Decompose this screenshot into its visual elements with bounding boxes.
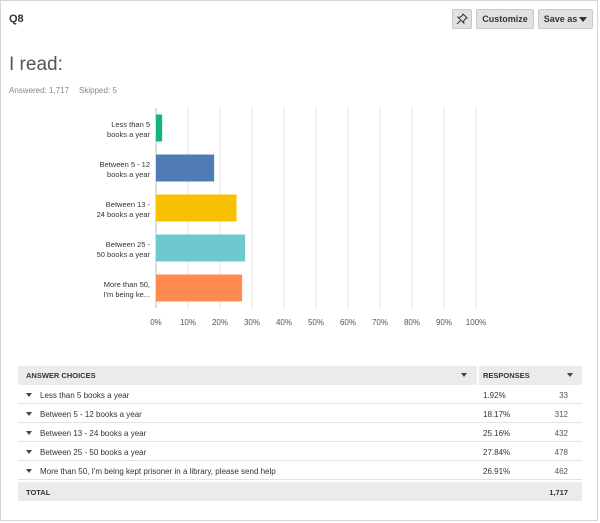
- category-label: Between 5 - 12 books a year: [100, 160, 151, 179]
- x-tick-label: 90%: [436, 318, 452, 327]
- expand-caret-icon[interactable]: [26, 450, 32, 454]
- expand-caret-icon[interactable]: [26, 431, 32, 435]
- row-percent: 1.92%: [483, 391, 506, 400]
- sort-caret-icon[interactable]: [461, 373, 467, 377]
- header-responses: RESPONSES: [483, 371, 530, 380]
- pin-button[interactable]: [452, 9, 472, 29]
- x-tick-label: 40%: [276, 318, 292, 327]
- expand-caret-icon[interactable]: [26, 469, 32, 473]
- row-choice: Less than 5 books a year: [40, 391, 130, 400]
- skipped-count: Skipped: 5: [79, 86, 117, 95]
- table-body: Less than 5 books a year 1.92% 33 Between 5…: [18, 385, 582, 480]
- category-label: Between 25 -50 books a year: [97, 240, 151, 259]
- row-count: 432: [554, 429, 568, 438]
- row-percent: 27.84%: [483, 448, 511, 457]
- customize-button[interactable]: Customize: [476, 9, 534, 29]
- row-choice: Between 25 - 50 books a year: [40, 448, 147, 457]
- bar[interactable]: [156, 194, 237, 222]
- answer-table: ANSWER CHOICES RESPONSES Less than 5 boo…: [18, 366, 582, 501]
- pin-icon: [456, 13, 468, 25]
- x-tick-label: 50%: [308, 318, 324, 327]
- expand-caret-icon[interactable]: [26, 412, 32, 416]
- row-choice: More than 50, I'm being kept prisoner in…: [40, 467, 276, 476]
- row-count: 312: [554, 410, 568, 419]
- bar[interactable]: [156, 154, 215, 182]
- response-stats: Answered: 1,717 Skipped: 5: [9, 86, 117, 95]
- table-row[interactable]: Less than 5 books a year 1.92% 33: [18, 385, 582, 404]
- caret-down-icon: [579, 16, 588, 22]
- row-count: 33: [559, 391, 568, 400]
- table-row[interactable]: Between 25 - 50 books a year 27.84% 478: [18, 442, 582, 461]
- header-responses-cell: RESPONSES: [477, 366, 582, 385]
- answered-count: Answered: 1,717: [9, 86, 70, 95]
- bar[interactable]: [156, 114, 163, 142]
- table-row[interactable]: Between 5 - 12 books a year 18.17% 312: [18, 404, 582, 423]
- total-value: 1,717: [549, 488, 568, 497]
- x-tick-label: 100%: [466, 318, 486, 327]
- sort-caret-icon[interactable]: [567, 373, 573, 377]
- x-tick-label: 20%: [212, 318, 228, 327]
- save-as-button[interactable]: Save as: [538, 9, 593, 29]
- table-header: ANSWER CHOICES RESPONSES: [18, 366, 582, 385]
- x-tick-label: 80%: [404, 318, 420, 327]
- x-tick-label: 10%: [180, 318, 196, 327]
- row-percent: 26.91%: [483, 467, 511, 476]
- bar-chart: 0% 10% 20% 30% 40% 50% 60% 70% 80% 90% 100% Less th…: [97, 108, 486, 327]
- row-choice: Between 5 - 12 books a year: [40, 410, 142, 419]
- bar[interactable]: [156, 234, 246, 262]
- save-as-label: Save as: [543, 14, 578, 24]
- row-count: 478: [554, 448, 568, 457]
- table-row[interactable]: More than 50, I'm being kept prisoner in…: [18, 461, 582, 480]
- row-percent: 25.16%: [483, 429, 511, 438]
- expand-caret-icon[interactable]: [26, 393, 32, 397]
- table-row[interactable]: Between 13 - 24 books a year 25.16% 432: [18, 423, 582, 442]
- table-total-row: TOTAL 1,717: [18, 482, 582, 501]
- question-title: I read:: [9, 54, 63, 75]
- x-tick-label: 70%: [372, 318, 388, 327]
- row-percent: 18.17%: [483, 410, 511, 419]
- header-answer-choices: ANSWER CHOICES: [26, 371, 96, 380]
- bar[interactable]: [156, 274, 243, 302]
- row-count: 462: [554, 467, 568, 476]
- x-tick-label: 30%: [244, 318, 260, 327]
- category-label: Less than 5 books a year: [107, 120, 150, 139]
- category-label: More than 50, I'm being ke...: [104, 280, 150, 299]
- total-label: TOTAL: [26, 488, 51, 497]
- row-choice: Between 13 - 24 books a year: [40, 429, 147, 438]
- question-id: Q8: [9, 13, 24, 25]
- x-tick-label: 60%: [340, 318, 356, 327]
- category-label: Between 13 -24 books a year: [97, 200, 151, 219]
- x-tick-label: 0%: [150, 318, 162, 327]
